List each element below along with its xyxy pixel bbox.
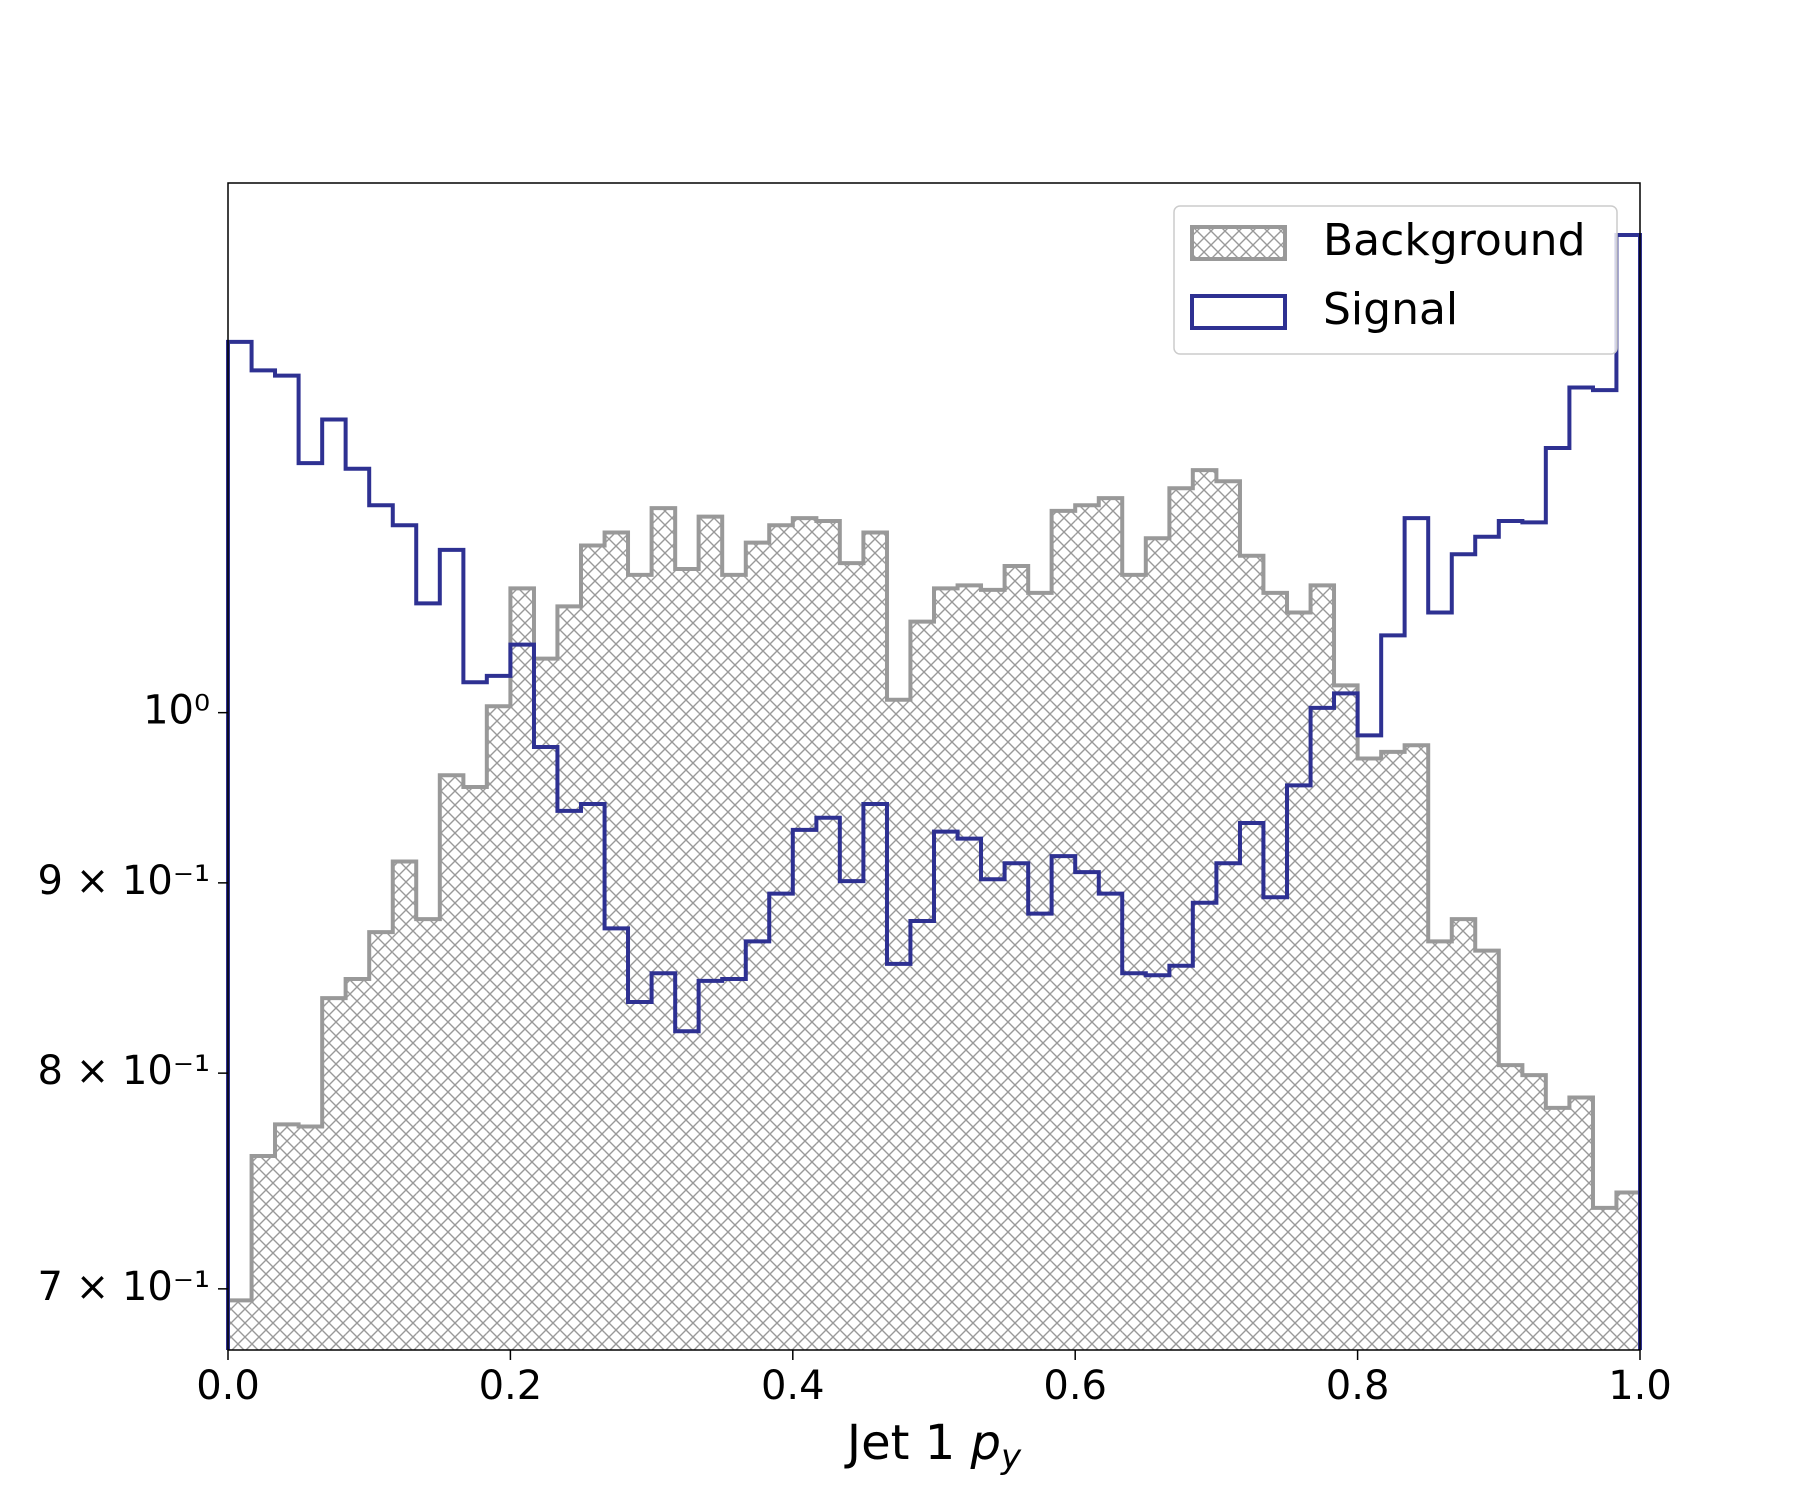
bar — [792, 518, 817, 1350]
bar — [322, 998, 346, 1350]
bar — [298, 1126, 323, 1350]
bar — [1192, 470, 1217, 1350]
bar — [745, 542, 770, 1350]
bar — [934, 588, 958, 1350]
legend-swatch — [1190, 294, 1287, 330]
bar — [1334, 685, 1358, 1350]
bar — [369, 932, 393, 1350]
y-tick-label: 9 × 10⁻¹ — [38, 858, 210, 904]
bar — [628, 574, 652, 1350]
bar — [1404, 745, 1429, 1350]
bar — [510, 588, 534, 1350]
bar — [981, 589, 1005, 1350]
x-tick-label: 0.4 — [761, 1363, 825, 1409]
bar — [416, 919, 440, 1350]
bar — [651, 508, 676, 1350]
bar — [1122, 574, 1146, 1350]
bar — [275, 1124, 299, 1350]
bar — [1098, 498, 1123, 1351]
bar — [1616, 235, 1640, 1350]
bar — [1592, 1207, 1617, 1350]
bar — [675, 568, 699, 1350]
x-tick-label: 0.6 — [1043, 1363, 1107, 1409]
bar — [228, 1300, 252, 1350]
bar — [769, 525, 793, 1350]
legend-swatch — [1190, 225, 1287, 261]
x-tick-label: 0.0 — [196, 1363, 260, 1409]
bar — [1310, 585, 1335, 1350]
bar — [816, 520, 840, 1350]
bar — [1051, 510, 1076, 1351]
bar — [345, 979, 370, 1350]
bar — [1239, 555, 1264, 1350]
bar — [1357, 758, 1382, 1350]
bar — [1287, 612, 1311, 1350]
bar — [581, 545, 605, 1350]
bar — [1545, 1107, 1570, 1350]
bar — [1028, 592, 1052, 1350]
bar — [957, 585, 982, 1350]
bar — [486, 706, 511, 1350]
bar — [1616, 1192, 1640, 1350]
bar — [1428, 941, 1452, 1350]
bar — [439, 775, 464, 1350]
bar — [910, 621, 934, 1350]
bar — [1263, 592, 1287, 1350]
bar — [392, 861, 417, 1350]
x-tick-label: 0.8 — [1326, 1363, 1390, 1409]
bar — [1145, 538, 1170, 1350]
legend-label: Signal — [1323, 284, 1458, 335]
bar — [604, 532, 629, 1350]
bar — [1075, 505, 1099, 1350]
x-tick-label: 0.2 — [479, 1363, 543, 1409]
bar — [698, 516, 723, 1350]
x-axis-label: Jet 1 py — [844, 1415, 1022, 1477]
bar — [251, 1156, 276, 1350]
bar — [1381, 751, 1405, 1350]
bar — [1522, 1075, 1546, 1350]
y-tick-label: 10⁰ — [143, 688, 210, 734]
bar — [886, 699, 911, 1350]
bar — [863, 532, 887, 1350]
bar — [839, 563, 864, 1350]
bar — [463, 787, 487, 1350]
y-tick-label: 8 × 10⁻¹ — [38, 1048, 210, 1094]
bar — [1498, 1065, 1523, 1350]
bar — [1216, 481, 1240, 1350]
bar — [1475, 950, 1499, 1350]
bar — [228, 342, 252, 1350]
bar — [1569, 1097, 1593, 1350]
bar — [1004, 566, 1029, 1350]
bar — [1451, 919, 1476, 1350]
step-outline — [226, 468, 1642, 1350]
bar — [722, 574, 746, 1350]
y-tick-label: 7 × 10⁻¹ — [38, 1264, 210, 1310]
x-tick-label: 1.0 — [1608, 1363, 1672, 1409]
axes-frame — [227, 182, 1641, 1351]
legend-label: Background — [1323, 215, 1586, 266]
bar — [557, 606, 581, 1350]
bar — [1169, 488, 1193, 1351]
bar — [533, 658, 558, 1350]
step-outline — [226, 233, 1642, 1350]
